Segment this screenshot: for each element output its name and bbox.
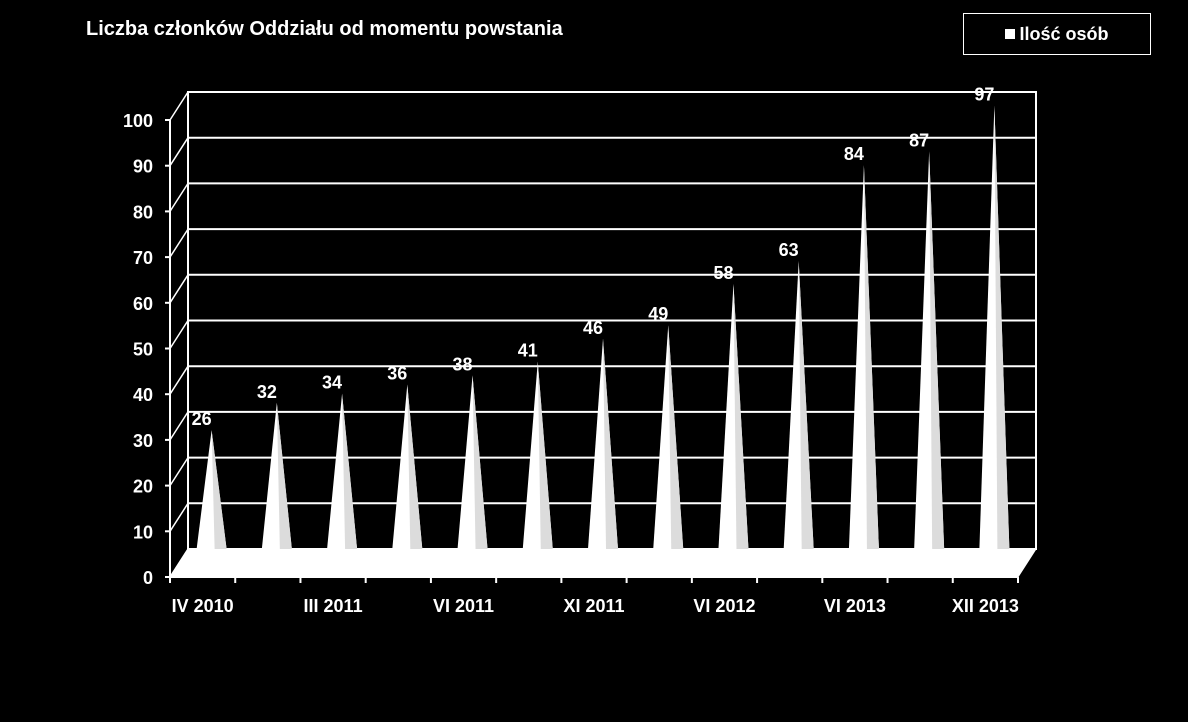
x-tick-label: IV 2010 — [172, 596, 234, 616]
side-wall-gridline — [169, 320, 189, 349]
cone-bar-shade — [407, 384, 423, 549]
cone-bar-shade — [211, 430, 227, 549]
cone-bar-shade — [994, 105, 1010, 550]
cone-bar-shade — [342, 393, 358, 549]
y-tick-label: 90 — [133, 157, 153, 177]
data-label: 97 — [974, 85, 994, 105]
side-wall-gridline — [169, 274, 189, 304]
cone-bar-shade — [668, 325, 684, 549]
side-wall-gridline — [169, 411, 189, 441]
data-label: 49 — [648, 304, 668, 324]
cone-bar-shade — [733, 283, 749, 549]
data-label: 46 — [583, 318, 603, 338]
cone-bar-shade — [537, 361, 553, 549]
data-label: 63 — [779, 240, 799, 260]
x-tick-label: XII 2013 — [952, 596, 1019, 616]
cone-bar-shade — [798, 261, 814, 549]
data-label: 84 — [844, 144, 864, 164]
side-wall-gridline — [169, 365, 189, 395]
y-tick-label: 80 — [133, 202, 153, 222]
y-tick-label: 50 — [133, 340, 153, 360]
y-tick-label: 0 — [143, 568, 153, 588]
side-wall-gridline — [169, 502, 189, 532]
y-tick-label: 20 — [133, 477, 153, 497]
data-label: 58 — [713, 263, 733, 283]
y-tick-label: 60 — [133, 294, 153, 314]
x-tick-label: VI 2012 — [693, 596, 755, 616]
side-wall-gridline — [169, 182, 189, 212]
data-label: 87 — [909, 130, 929, 150]
legend: Ilość osób — [963, 13, 1151, 55]
y-tick-label: 70 — [133, 248, 153, 268]
floor — [169, 548, 1037, 578]
y-tick-label: 10 — [133, 522, 153, 542]
chart-title: Liczba członków Oddziału od momentu pows… — [86, 18, 563, 40]
side-wall-gridline — [169, 91, 189, 121]
data-label: 34 — [322, 373, 342, 393]
data-label: 38 — [453, 354, 473, 374]
cone-bar-shade — [472, 375, 488, 549]
legend-swatch-icon — [1005, 29, 1016, 39]
y-tick-label: 40 — [133, 385, 153, 405]
cone-bar-shade — [929, 151, 945, 549]
cone-bar-shade — [276, 402, 292, 549]
y-tick-label: 30 — [133, 431, 153, 451]
data-label: 26 — [192, 409, 212, 429]
y-tick-label: 100 — [123, 111, 153, 131]
x-tick-label: VI 2013 — [824, 596, 886, 616]
legend-label: Ilość osób — [1019, 23, 1109, 44]
data-label: 32 — [257, 382, 277, 402]
side-wall-gridline — [169, 137, 189, 167]
x-tick-label: VI 2011 — [433, 596, 494, 616]
x-tick-label: III 2011 — [304, 596, 363, 616]
cone-bar-shade — [603, 338, 618, 549]
x-tick-label: XI 2011 — [563, 596, 624, 616]
side-wall-gridline — [169, 228, 189, 258]
cone-bar-shade — [863, 165, 879, 549]
data-label: 41 — [518, 341, 538, 361]
data-label: 36 — [387, 363, 407, 383]
side-wall-gridline — [169, 457, 189, 487]
